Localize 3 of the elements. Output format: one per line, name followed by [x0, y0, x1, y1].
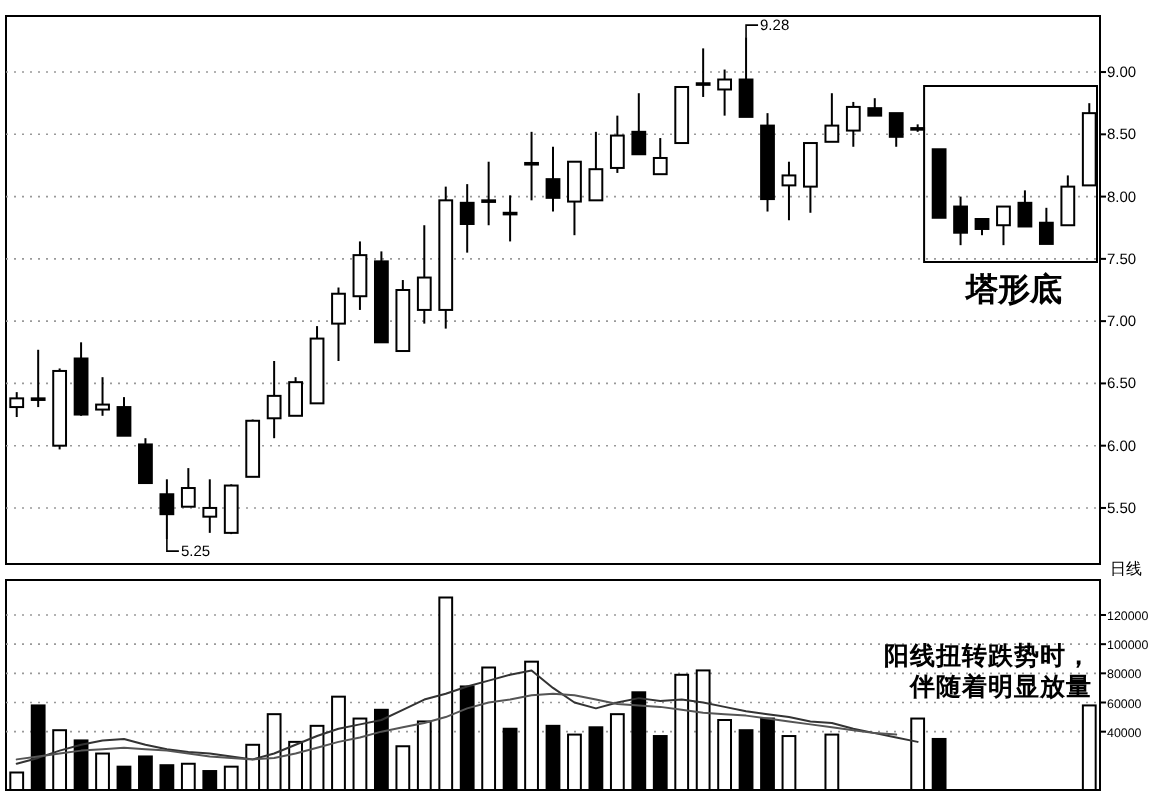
annotation: 塔形底 — [964, 270, 1063, 308]
annotation: 阳线扭转跌势时，伴随着明显放量 — [884, 640, 1092, 702]
text: 日线 — [1110, 560, 1142, 578]
